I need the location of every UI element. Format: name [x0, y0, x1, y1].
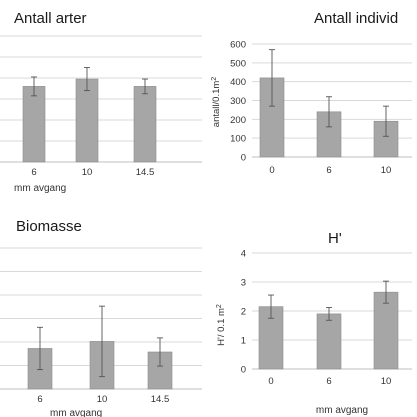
bar: [75, 78, 99, 163]
x-axis-label: mm avgang: [316, 405, 368, 416]
panel-antall-arter: Antall arter mm avgang 6 10 14.5: [0, 10, 202, 194]
panel-antall-individ: Antall individ antall/0.1m2 010020030040…: [211, 10, 412, 176]
x-tick-label: 0: [268, 376, 273, 387]
x-tick-label: 10: [381, 165, 392, 176]
y-tick-label: 1: [241, 336, 246, 347]
chart-title: Antall individ: [314, 10, 398, 27]
y-tick-label: 500: [230, 58, 246, 69]
bar: [22, 86, 46, 163]
x-tick-label: 10: [97, 394, 108, 405]
y-axis-label: antall/0.1m2: [211, 77, 223, 127]
x-tick-label: 14.5: [136, 167, 155, 178]
chart-title: Biomasse: [16, 218, 82, 235]
y-tick-label: 4: [241, 249, 246, 260]
y-tick-label: 100: [230, 134, 246, 145]
x-tick-label: 14.5: [151, 394, 170, 405]
x-axis-label: mm avgang: [14, 183, 66, 194]
bar: [373, 291, 399, 370]
x-tick-label: 6: [326, 165, 331, 176]
y-tick-label: 400: [230, 77, 246, 88]
x-tick-label: 10: [82, 167, 93, 178]
panel-h-prime: H' mm avgang H'/ 0.1 m2 0 1 2 3 4 0 6 10: [216, 230, 412, 416]
x-axis-label: mm avgang: [50, 408, 102, 417]
chart-title: H': [328, 230, 342, 247]
y-tick-label: 0: [241, 365, 246, 376]
chart-title: Antall arter: [14, 10, 87, 27]
y-tick-label: 2: [241, 307, 246, 318]
y-tick-label: 3: [241, 278, 246, 289]
y-axis-label: H'/ 0.1 m2: [216, 304, 228, 346]
y-tick-label: 0: [241, 153, 246, 164]
x-tick-label: 6: [326, 376, 331, 387]
x-tick-label: 6: [31, 167, 36, 178]
bar: [316, 313, 342, 370]
bar: [133, 86, 157, 163]
x-tick-label: 0: [269, 165, 274, 176]
x-tick-label: 10: [381, 376, 392, 387]
x-tick-label: 6: [37, 394, 42, 405]
y-tick-label: 200: [230, 115, 246, 126]
panel-biomasse: Biomasse mm avgang 6 10 14.5: [0, 218, 202, 417]
y-tick-label: 300: [230, 96, 246, 107]
y-tick-label: 600: [230, 40, 246, 51]
